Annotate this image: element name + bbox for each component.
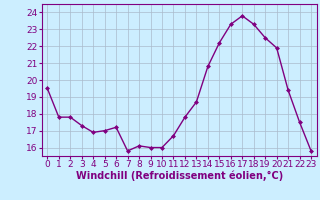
X-axis label: Windchill (Refroidissement éolien,°C): Windchill (Refroidissement éolien,°C) — [76, 171, 283, 181]
